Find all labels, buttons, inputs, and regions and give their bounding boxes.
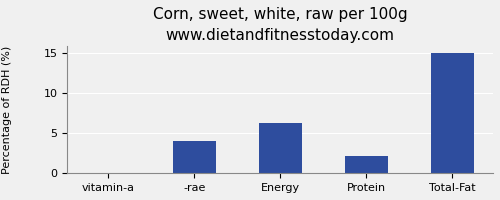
- Y-axis label: Percentage of RDH (%): Percentage of RDH (%): [2, 45, 12, 174]
- Bar: [258, 123, 302, 173]
- Bar: [430, 53, 474, 173]
- Bar: [172, 141, 216, 173]
- Bar: [344, 156, 388, 173]
- Title: Corn, sweet, white, raw per 100g
www.dietandfitnesstoday.com: Corn, sweet, white, raw per 100g www.die…: [153, 7, 407, 43]
